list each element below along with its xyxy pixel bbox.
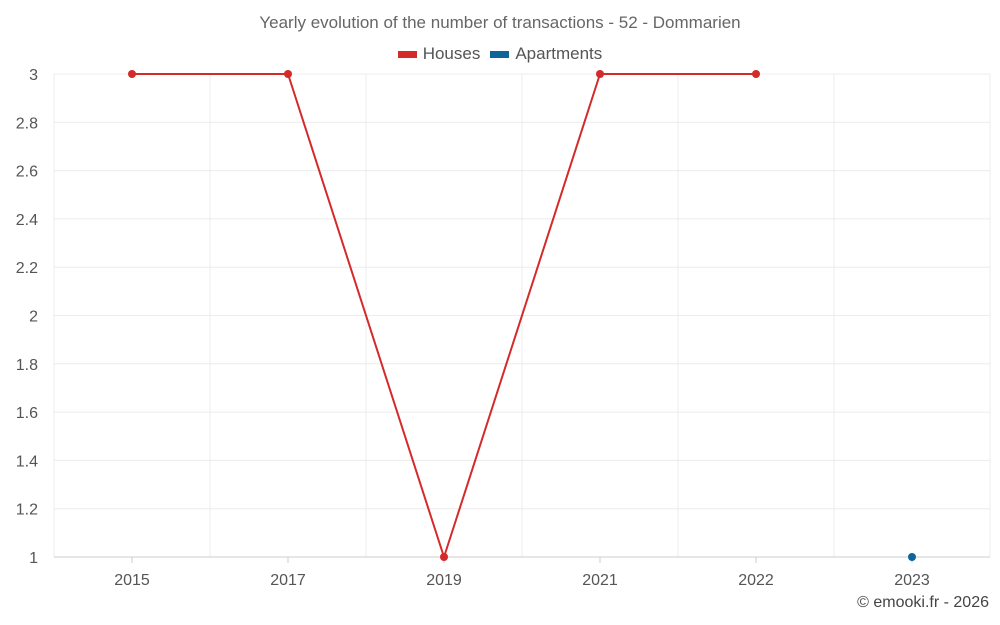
y-tick-label: 1.4	[16, 453, 38, 470]
data-point-houses[interactable]	[596, 70, 604, 78]
x-tick-label: 2022	[738, 572, 774, 589]
data-point-apartments[interactable]	[908, 553, 916, 561]
y-tick-label: 1.8	[16, 357, 38, 374]
legend-label-apartments: Apartments	[515, 44, 603, 63]
data-point-houses[interactable]	[284, 70, 292, 78]
data-point-houses[interactable]	[440, 553, 448, 561]
x-tick-label: 2021	[582, 572, 618, 589]
chart-title: Yearly evolution of the number of transa…	[259, 13, 741, 32]
legend-item-apartments[interactable]: Apartments	[490, 44, 602, 64]
y-tick-label: 2.8	[16, 115, 38, 132]
data-point-houses[interactable]	[128, 70, 136, 78]
chart-legend: Houses Apartments	[0, 44, 1000, 64]
y-tick-label: 1.6	[16, 405, 38, 422]
x-tick-label: 2015	[114, 572, 150, 589]
legend-swatch-apartments	[490, 50, 510, 58]
x-tick-label: 2023	[894, 572, 930, 589]
y-tick-label: 3	[29, 67, 38, 84]
legend-item-houses[interactable]: Houses	[397, 44, 481, 64]
x-tick-label: 2019	[426, 572, 462, 589]
data-point-houses[interactable]	[752, 70, 760, 78]
y-tick-label: 2.6	[16, 164, 38, 181]
y-tick-label: 2.2	[16, 260, 38, 277]
legend-label-houses: Houses	[422, 44, 481, 63]
y-tick-label: 1	[29, 550, 38, 567]
y-tick-label: 2	[29, 309, 38, 326]
y-tick-label: 2.4	[16, 212, 38, 229]
legend-swatch-houses	[397, 50, 417, 58]
credit-text: © emooki.fr - 2026	[857, 594, 989, 611]
axis-layer: 1 1.2 1.4 1.6 1.8 2 2.2 2.4 2.6 2.8 3 2015 2017 2019 2…	[16, 67, 930, 589]
series-layer	[128, 70, 916, 561]
x-tick-label: 2017	[270, 572, 306, 589]
y-tick-label: 1.2	[16, 502, 38, 519]
